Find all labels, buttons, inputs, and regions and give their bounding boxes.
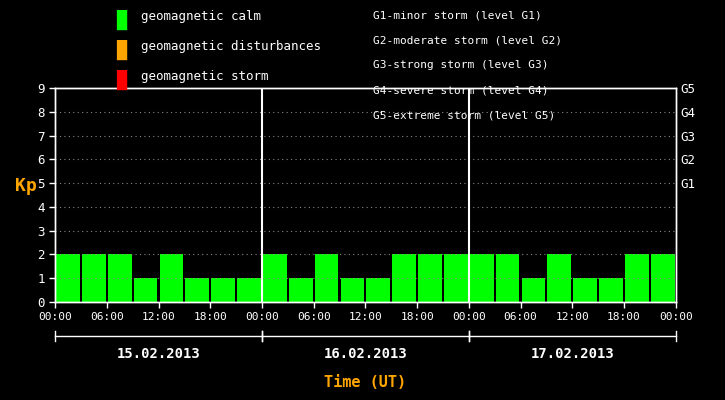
Text: geomagnetic storm: geomagnetic storm [141,70,269,83]
Bar [315,254,339,302]
Text: 17.02.2013: 17.02.2013 [531,347,614,361]
Text: Time (UT): Time (UT) [324,375,407,390]
Bar [418,254,442,302]
Text: 16.02.2013: 16.02.2013 [323,347,407,361]
Bar [625,254,649,302]
Bar [599,278,623,302]
Text: █: █ [116,10,126,30]
Bar [651,254,675,302]
Text: geomagnetic disturbances: geomagnetic disturbances [141,40,321,53]
Bar [263,254,287,302]
Bar [289,278,312,302]
Bar [211,278,235,302]
Text: █: █ [116,40,126,60]
Text: G5-extreme storm (level G5): G5-extreme storm (level G5) [373,111,555,121]
Text: G3-strong storm (level G3): G3-strong storm (level G3) [373,60,549,70]
Text: G1-minor storm (level G1): G1-minor storm (level G1) [373,10,542,20]
Bar [133,278,157,302]
Bar [547,254,571,302]
Text: G4-severe storm (level G4): G4-severe storm (level G4) [373,86,549,96]
Bar [496,254,520,302]
Bar [470,254,494,302]
Text: 15.02.2013: 15.02.2013 [117,347,200,361]
Bar [573,278,597,302]
Y-axis label: Kp: Kp [15,177,37,195]
Text: geomagnetic calm: geomagnetic calm [141,10,262,23]
Bar [160,254,183,302]
Bar [444,254,468,302]
Text: █: █ [116,70,126,90]
Text: G2-moderate storm (level G2): G2-moderate storm (level G2) [373,35,563,45]
Bar [56,254,80,302]
Bar [366,278,390,302]
Bar [237,278,261,302]
Bar [392,254,416,302]
Bar [186,278,210,302]
Bar [108,254,132,302]
Bar [341,278,365,302]
Bar [82,254,106,302]
Bar [521,278,545,302]
